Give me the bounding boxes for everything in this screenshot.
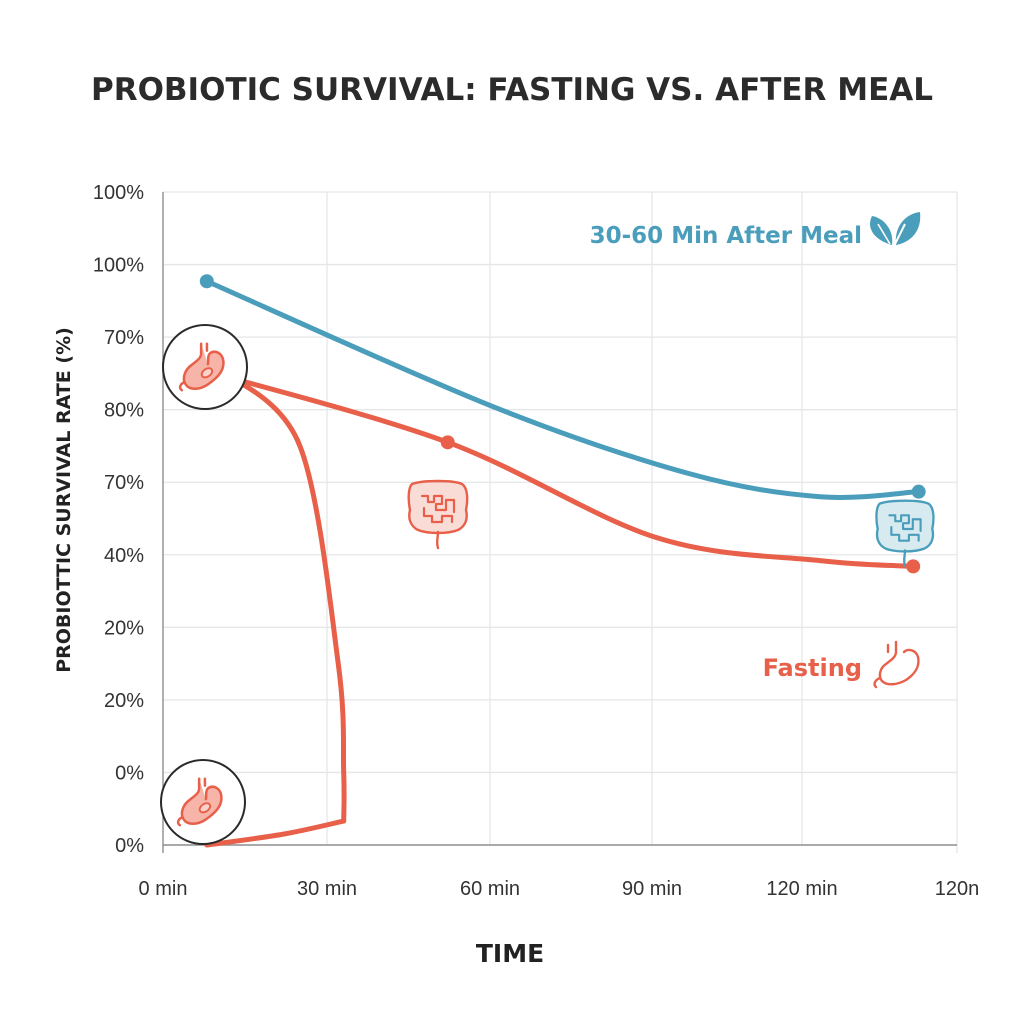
data-point-30-60-min-after-meal <box>911 484 926 499</box>
x-tick-label: 0 min <box>139 878 188 900</box>
y-tick-label: 20% <box>104 690 144 712</box>
series-line-fasting-drop <box>220 368 347 824</box>
y-tick-label: 80% <box>104 400 144 422</box>
stomach-badge-top <box>162 324 248 410</box>
x-tick-label: 60 min <box>460 878 520 900</box>
grid-layer <box>162 191 958 853</box>
y-tick-label: 70% <box>104 327 144 349</box>
y-tick-label: 0% <box>115 835 144 857</box>
intestine-icon <box>407 479 469 550</box>
stomach-badge-bottom <box>160 759 246 845</box>
y-tick-label: 0% <box>115 762 144 784</box>
y-tick-label: 20% <box>104 617 144 639</box>
x-tick-label: 30 min <box>297 878 357 900</box>
tick-layer: 0% 0% 20% 20% 40% 70% 80% 70% 100% 100% 0 min 30 mi… <box>93 182 979 900</box>
x-tick-label: 90 min <box>622 878 682 900</box>
chart-title: PROBIOTIC SURVIVAL: FASTING VS. AFTER ME… <box>91 72 933 108</box>
y-axis-label: PROBIOTTIC SURVIVAL RATE (%) <box>53 327 75 673</box>
x-axis-label: TIME <box>476 939 544 968</box>
legend-after-meal-label: 30-60 Min After Meal <box>590 223 862 249</box>
series-line-30-60-min-after-meal <box>204 278 922 500</box>
x-tick-label: 120 min <box>766 878 837 900</box>
series-layer <box>199 274 926 848</box>
series-line-fasting <box>204 368 916 569</box>
series-line-fasting-recovery <box>204 818 347 848</box>
y-tick-label: 100% <box>93 182 144 204</box>
x-tick-label: 120n <box>935 878 980 900</box>
legend-fasting-label: Fasting <box>763 654 862 682</box>
y-tick-label: 100% <box>93 255 144 277</box>
intestine-marker-fasting <box>407 479 469 550</box>
data-point-fasting <box>440 435 455 450</box>
y-tick-label: 40% <box>104 545 144 567</box>
legend-after-meal: 30-60 Min After Meal <box>590 212 921 249</box>
data-point-30-60-min-after-meal <box>199 274 214 289</box>
leaf-icon <box>870 212 921 247</box>
data-point-fasting <box>906 559 921 574</box>
y-tick-label: 70% <box>104 472 144 494</box>
intestine-marker-after-meal <box>875 499 935 568</box>
stomach-outline-icon <box>873 640 920 689</box>
intestine-icon <box>875 499 935 568</box>
legend-fasting: Fasting <box>763 640 920 689</box>
